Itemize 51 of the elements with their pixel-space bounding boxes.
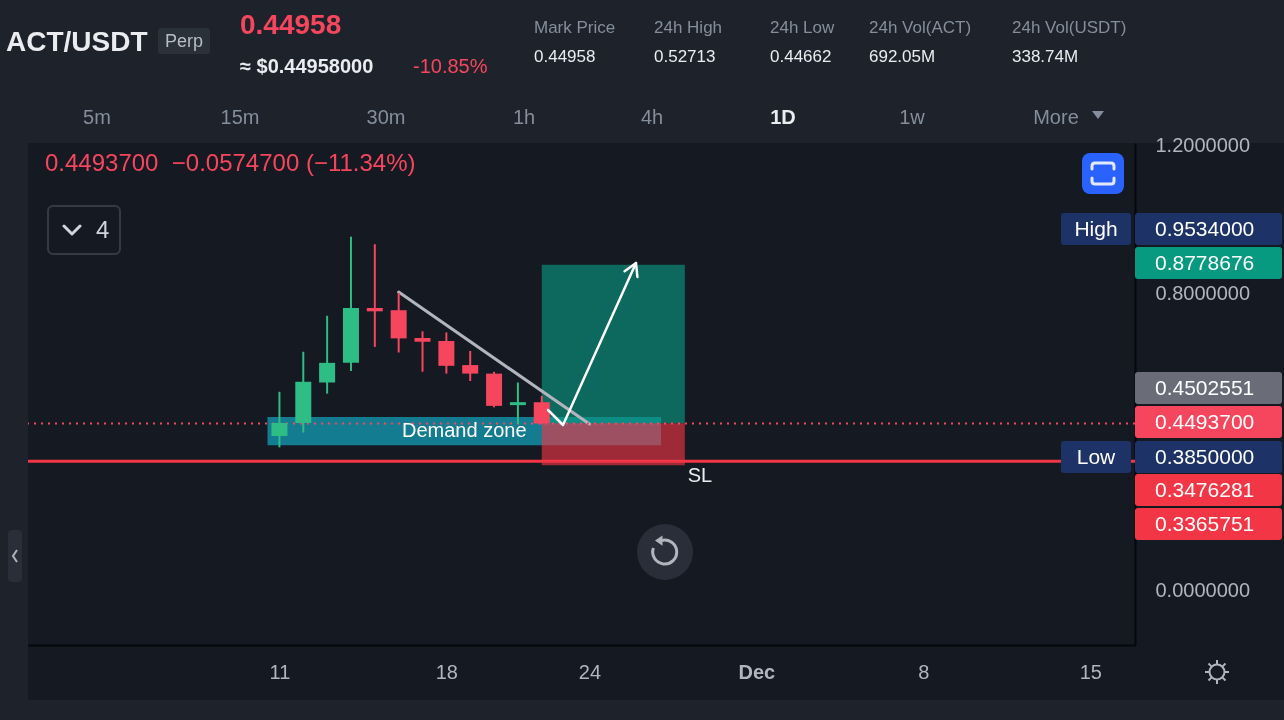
annotation: Low: [1061, 441, 1131, 473]
x-tick-label: 8: [918, 660, 930, 683]
text: 338.74M: [1012, 46, 1079, 66]
text: 4h: [640, 106, 664, 128]
text: 24h Vol(USDT): [1012, 17, 1127, 37]
text: More: [1033, 106, 1079, 128]
y-tick-label: 0.8000000: [1155, 282, 1251, 305]
candlestick: [319, 314, 336, 395]
text: 692.05M: [869, 46, 936, 66]
candlestick: [366, 243, 383, 348]
text: 15m: [220, 106, 260, 128]
x-tick-label: 18: [435, 660, 458, 683]
x-tick-label: 11: [269, 660, 291, 683]
text: 0.44662: [770, 46, 832, 66]
candlestick: [271, 390, 288, 449]
candlestick: [462, 349, 479, 383]
text: 0.9534000: [1135, 213, 1282, 245]
text: 0.44958: [240, 9, 342, 40]
text: 1h: [512, 106, 536, 128]
text: -10.85%: [413, 55, 488, 77]
text: 24h Low: [770, 17, 835, 37]
annotation: High: [1061, 213, 1131, 245]
annotation: 0.4493700 −0.0574700 (−11.34%): [45, 149, 416, 176]
text: 0.4493700: [1135, 406, 1282, 438]
text: 0.3850000: [1135, 441, 1282, 473]
text: 0.44958: [534, 46, 596, 66]
text: Mark Price: [534, 17, 616, 37]
annotation: 4: [96, 216, 110, 243]
text: 0.3365751: [1135, 508, 1282, 540]
text: ≈ $0.44958000: [240, 55, 374, 77]
x-tick-label: Dec: [738, 660, 776, 683]
text: 0.4502551: [1135, 372, 1282, 404]
text: 0.8778676: [1135, 247, 1282, 279]
x-tick-label: 24: [578, 660, 602, 683]
chart-title: ACT/USDT: [6, 26, 148, 57]
text: 5m: [83, 106, 111, 128]
y-tick-label: 1.2000000: [1155, 133, 1251, 156]
text: 1D: [770, 106, 796, 128]
text: 24h Vol(ACT): [869, 17, 972, 37]
text: 0.52713: [654, 46, 716, 66]
text: 24h High: [654, 17, 723, 37]
text: Perp: [158, 28, 211, 54]
text: 30m: [366, 106, 406, 128]
candlestick: [414, 330, 431, 373]
text: 0.3476281: [1135, 474, 1282, 506]
text: 1w: [899, 106, 925, 128]
ref-line-label: SL: [687, 464, 713, 487]
candlestick: [509, 381, 526, 426]
x-tick-label: 15: [1079, 660, 1102, 683]
y-tick-label: 0.0000000: [1155, 578, 1251, 601]
band-label: Demand zone: [401, 419, 527, 442]
